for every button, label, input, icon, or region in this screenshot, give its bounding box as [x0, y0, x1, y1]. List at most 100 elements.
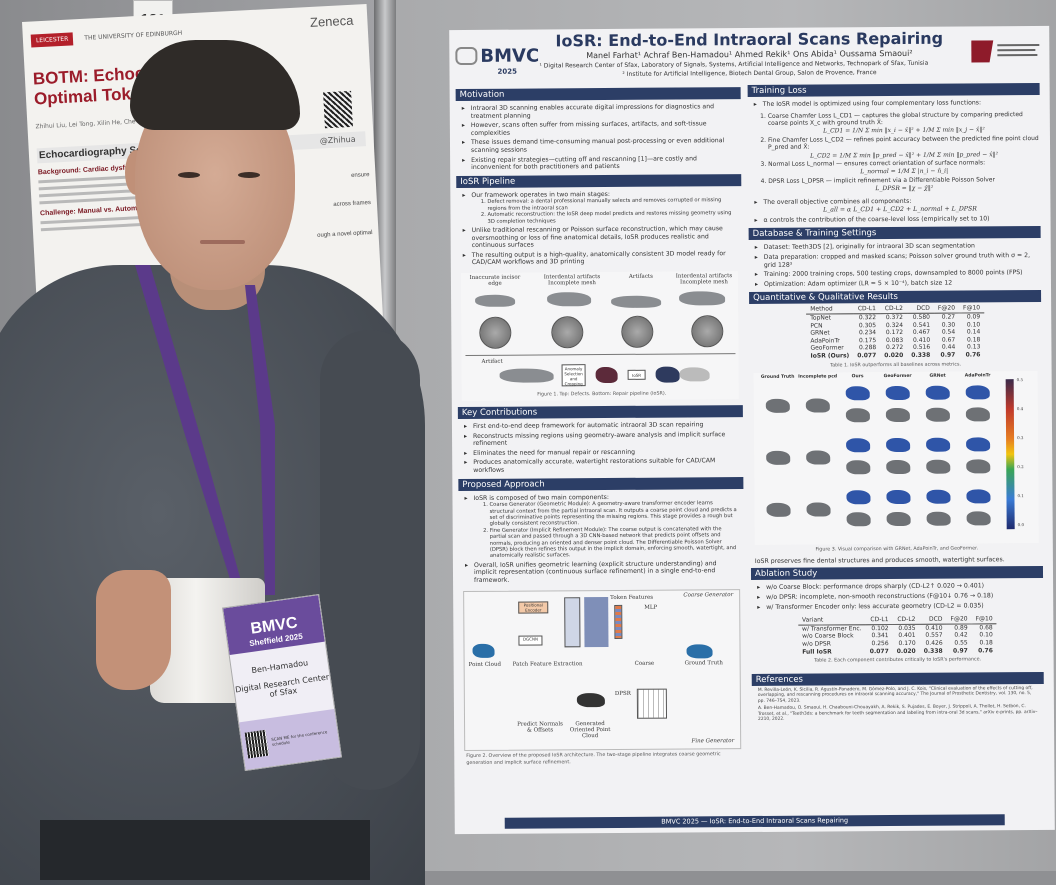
table-cell: w/ Transformer Enc.: [802, 624, 862, 633]
neighbor-fragment: ensure: [350, 172, 370, 179]
list-item: Reconstructs missing regions using geome…: [464, 431, 739, 448]
figure-label: Interdental artifacts Incomplete mesh: [675, 273, 733, 286]
list-item: The resulting output is a high-quality, …: [463, 250, 738, 267]
diagram-label: Coarse: [634, 660, 655, 667]
loss-items: Coarse Chamfer Loss L_CD1 — captures the…: [748, 111, 1041, 194]
list-item: First end-to-end deep framework for auto…: [464, 421, 739, 431]
table-cell: 0.102: [871, 624, 889, 632]
qualitative-result: [886, 438, 911, 453]
table-cell: 0.54: [941, 328, 956, 336]
figure-column-label: Ground Truth: [760, 374, 795, 381]
column-header: F@20: [933, 304, 960, 314]
reference-item: A. Ben-Hamadou, O. Smaoui, H. Chaabouni-…: [757, 704, 1038, 723]
qualitative-result: [846, 438, 871, 453]
list-item: Optimization: Adam optimizer (LR = 5 × 1…: [755, 279, 1037, 289]
table-cell: 0.580: [912, 313, 931, 321]
tooth-scan: [679, 291, 726, 306]
table-cell: 0.338: [911, 351, 931, 359]
figure-column-label: Incomplete pcd: [798, 374, 838, 380]
table-cell: 0.410: [925, 624, 943, 632]
column-header: F@20: [946, 615, 972, 624]
pipeline-list: Our framework operates in two main stage…: [456, 186, 742, 271]
colorbar-tick: 0.4: [1016, 406, 1024, 412]
ablation-table: Variant CD-L1 CD-L2 DCD F@20 F@10 w/ Transform…: [797, 615, 997, 655]
table-cell: IoSR (Ours): [810, 352, 850, 360]
table-cell: 0.288: [859, 344, 877, 352]
section-header-references: References: [751, 671, 1044, 686]
qualitative-result: [926, 437, 951, 452]
table-cell: 0.97: [940, 351, 956, 359]
list-item: IoSR is composed of two main components:…: [464, 493, 739, 560]
zoom-circle: [691, 315, 724, 348]
list-item: Fine Generator (Implicit Refinement Modu…: [490, 526, 740, 560]
qualitative-result: [886, 490, 911, 505]
affiliation-2: ² Institute for Artificial Intelligence,…: [622, 69, 877, 78]
loss-item: Normal Loss L_normal — ensures correct o…: [768, 159, 1040, 177]
list-item: Automatic reconstruction: the IoSR deep …: [487, 210, 737, 225]
diagram-box: Positional Encoder: [518, 600, 549, 614]
figure-column-label: Ours: [851, 374, 864, 380]
figure-3-caption: Figure 3. Visual comparison with GRNet, …: [815, 546, 979, 553]
person-hair: [130, 40, 300, 130]
loss-item: DPSR Loss L_DPSR — implicit refinement v…: [768, 176, 1040, 194]
right-column: Training Loss The IoSR model is optimize…: [747, 82, 1044, 725]
figure-2: Coarse Generator Positional Encoder Toke…: [463, 588, 742, 751]
qualitative-result: [966, 459, 991, 474]
loss-item: Coarse Chamfer Loss L_CD1 — captures the…: [768, 111, 1040, 136]
contributions-list: First end-to-end deep framework for auto…: [458, 417, 743, 479]
colorbar: [1005, 379, 1015, 530]
table-cell: 0.322: [858, 314, 877, 322]
list-item: α controls the contribution of the coars…: [755, 215, 1037, 225]
column-header: CD-L2: [879, 305, 907, 314]
qualitative-result: [885, 386, 910, 401]
approach-list: IoSR is composed of two main components:…: [458, 489, 744, 589]
tooth-scan: [475, 294, 516, 307]
affiliation-1: ¹ Digital Research Center of Sfax, Labor…: [539, 59, 929, 70]
table-cell: 0.467: [912, 328, 931, 337]
list-item: Unlike traditional rescanning or Poisson…: [463, 225, 738, 250]
qr-code-icon: [244, 729, 270, 759]
colorbar-tick: 0.5: [1016, 377, 1024, 383]
qualitative-result: [965, 385, 990, 400]
qr-code-icon: [323, 90, 353, 129]
figure-1-caption: Figure 1. Top: Defects. Bottom: Repair p…: [537, 391, 667, 398]
qualitative-result: [886, 460, 911, 475]
diagram-label: Predict Normals & Offsets: [517, 720, 563, 734]
person-pants: [40, 820, 370, 880]
list-item: Produces anatomically accurate, watertig…: [464, 457, 739, 474]
table-cell: 0.234: [858, 329, 877, 337]
list-item: The overall objective combines all compo…: [754, 197, 1036, 215]
qualitative-result: [885, 408, 910, 423]
tooth-scan: [611, 295, 662, 308]
approach-items: Coarse Generator (Geometric Module): A g…: [473, 500, 739, 560]
list-item: Intraoral 3D scanning enables accurate d…: [462, 103, 737, 120]
table-cell: 0.68: [979, 624, 993, 632]
person-hand: [96, 570, 171, 690]
qualitative-result: [926, 489, 951, 504]
colorbar-tick: 0.3: [1017, 435, 1024, 441]
diagram-label: DPSR: [614, 690, 631, 697]
table-2-caption: Table 2. Each component contributes crit…: [814, 657, 982, 664]
leicester-logo: LEICESTER: [30, 32, 74, 48]
list-item: Eliminates the need for manual repair or…: [464, 448, 739, 458]
oriented-point-cloud: [576, 692, 605, 707]
table-row: IoSR (Ours) 0.077 0.020 0.338 0.97 0.76: [806, 351, 984, 360]
table-cell: 0.44: [941, 343, 956, 352]
figure-3: Ground Truth Incomplete pcd Ours GeoFormer G…: [753, 371, 1039, 546]
table-cell: 0.10: [979, 631, 993, 639]
qualitative-result: [846, 490, 871, 505]
figure-label: Interdental artifacts Incomplete mesh: [543, 273, 601, 287]
person-eye: [178, 172, 200, 178]
results-table: Method CD-L1 CD-L2 DCD F@20 F@10 TopNet 0.322 0.…: [806, 304, 985, 360]
list-item: Training: 2000 training crops, 500 testi…: [755, 269, 1037, 279]
neighbor-fragment: across frames: [333, 199, 372, 208]
person-arm: [320, 330, 420, 790]
list-item: Our framework operates in two main stage…: [462, 190, 737, 225]
badge-organization: Digital Research Center of Sfax: [234, 672, 330, 699]
tooth-scan: [679, 367, 710, 382]
diagram-box: DGCNN: [518, 634, 543, 646]
table-cell: 0.557: [925, 631, 943, 640]
qualitative-result: [766, 502, 791, 518]
ablation-list: w/o Coarse Block: performance drops shar…: [751, 578, 1043, 615]
list-item: Dataset: Teeth3DS [2], originally for in…: [755, 242, 1037, 252]
